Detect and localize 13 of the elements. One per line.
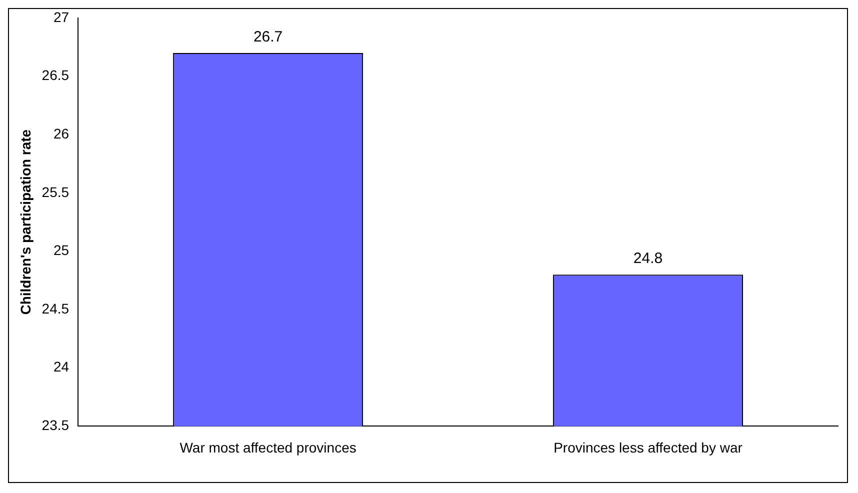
data-label: 24.8 (633, 250, 663, 268)
y-axis-title: Children's participation rate (17, 129, 34, 315)
y-tick-label: 24 (53, 358, 70, 375)
y-tick-label: 25 (53, 242, 70, 258)
y-tick-label: 26.5 (42, 67, 70, 84)
y-tick-label: 24.5 (42, 300, 70, 316)
y-tick-label: 26 (53, 125, 70, 142)
y-tick-label: 23.5 (42, 417, 70, 434)
y-tick-label: 27 (53, 8, 70, 25)
x-tick-label: Provinces less affected by war (554, 439, 743, 456)
data-label: 26.7 (253, 28, 283, 46)
y-tick-label: 25.5 (42, 184, 70, 200)
x-tick-label: War most affected provinces (180, 439, 356, 456)
